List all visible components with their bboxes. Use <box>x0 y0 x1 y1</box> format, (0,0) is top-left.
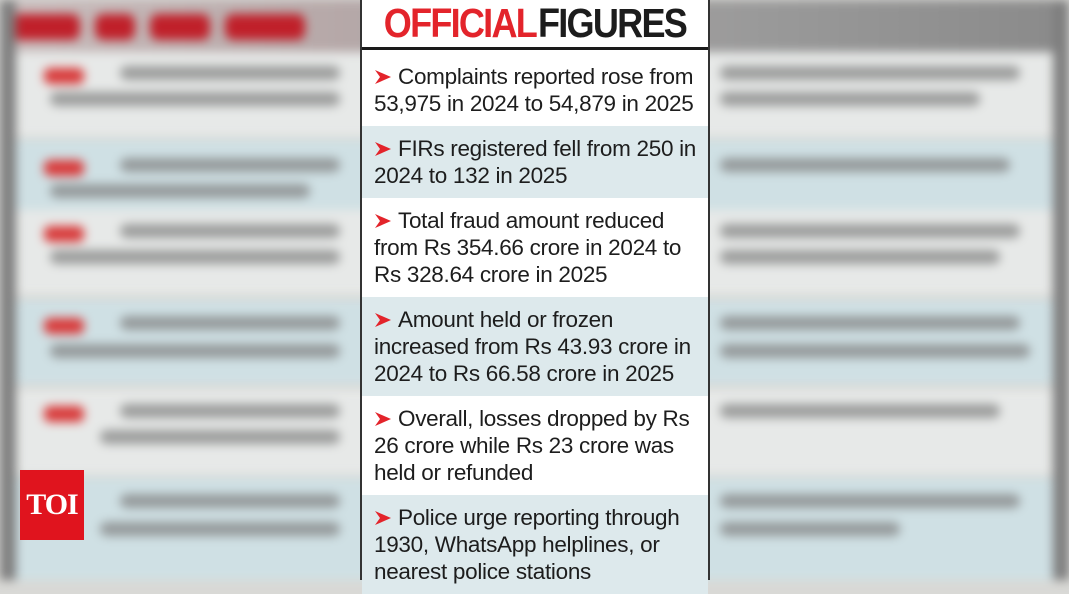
arrow-bullet-icon <box>375 70 391 84</box>
arrow-bullet-icon <box>375 142 391 156</box>
arrow-bullet-icon <box>375 313 391 327</box>
arrow-bullet-icon <box>375 214 391 228</box>
toi-logo: TOI <box>20 470 84 540</box>
list-item-text: FIRs registered fell from 250 in 2024 to… <box>374 136 697 188</box>
header-word-figures: FIGURES <box>538 0 688 46</box>
list-item-text: Complaints reported rose from 53,975 in … <box>374 64 694 116</box>
list-item: Overall, losses dropped by Rs 26 crore w… <box>362 396 708 495</box>
panel-header: OFFICIAL FIGURES <box>362 0 708 50</box>
list-item: FIRs registered fell from 250 in 2024 to… <box>362 126 708 198</box>
official-figures-panel: OFFICIAL FIGURES Complaints reported ros… <box>360 0 710 594</box>
arrow-bullet-icon <box>375 511 391 525</box>
list-item: Total fraud amount reduced from Rs 354.6… <box>362 198 708 297</box>
list-item-text: Overall, losses dropped by Rs 26 crore w… <box>374 406 690 485</box>
list-item-text: Total fraud amount reduced from Rs 354.6… <box>374 208 682 287</box>
list-item-text: Police urge reporting through 1930, What… <box>374 505 680 584</box>
list-item: Police urge reporting through 1930, What… <box>362 495 708 594</box>
list-item-text: Amount held or frozen increased from Rs … <box>374 307 691 386</box>
list-item: Complaints reported rose from 53,975 in … <box>362 54 708 126</box>
header-word-official: OFFICIAL <box>384 0 538 46</box>
toi-logo-text: TOI <box>26 488 78 521</box>
figures-list: Complaints reported rose from 53,975 in … <box>362 54 708 594</box>
arrow-bullet-icon <box>375 412 391 426</box>
list-item: Amount held or frozen increased from Rs … <box>362 297 708 396</box>
